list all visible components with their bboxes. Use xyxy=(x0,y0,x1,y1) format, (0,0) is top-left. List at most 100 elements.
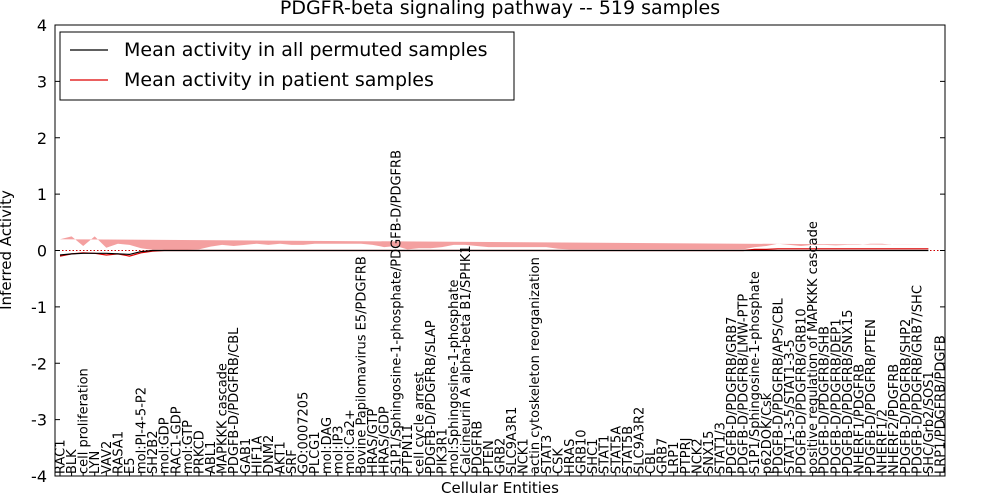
x-tick-label: AKT1 xyxy=(274,441,289,474)
x-tick-label: SLC9A3R2 xyxy=(632,407,647,474)
x-tick-label: RAC1 xyxy=(54,439,69,474)
x-tick-label: PTEN xyxy=(482,440,497,474)
x-tick-label: RASA1 xyxy=(111,431,126,474)
y-axis-label: Inferred Activity xyxy=(0,190,15,310)
x-tick-label: SHC/Grb2/SOS1 xyxy=(922,371,937,474)
y-tick-label: 2 xyxy=(37,129,47,148)
x-tick-label: BLK xyxy=(65,449,80,474)
x-tick-label: NHERF1/PDGFRB xyxy=(852,364,867,474)
y-axis-ticks: -4 -3 -2 -1 0 1 2 3 4 xyxy=(31,16,945,486)
x-tick-label: PDGFB-D/PDGFRB/CBL xyxy=(227,327,242,474)
x-tick-label: PIK3R1 xyxy=(436,428,451,474)
x-tick-label: NHERF1/2 xyxy=(876,409,891,474)
x-tick-label: mol:Sphingosine-1-phosphate xyxy=(447,280,462,474)
x-tick-label: GRB2 xyxy=(494,438,509,474)
x-tick-label: CBL xyxy=(644,448,659,474)
x-tick-label: E5 xyxy=(123,458,138,475)
x-tick-label: HRAS/GDP xyxy=(378,406,393,474)
plot-frame xyxy=(54,24,946,477)
y-tick-label: -4 xyxy=(31,467,47,486)
x-tick-label: S1P1/Sphingosine-1-phosphate xyxy=(748,271,763,474)
x-tick-label: NCK1 xyxy=(517,438,532,474)
plot-area xyxy=(55,236,945,257)
x-tick-label: actin cytoskeleton reorganization xyxy=(528,257,543,474)
x-tick-label: Calcineurin A alpha-beta B1/SPHK1 xyxy=(459,245,474,474)
x-tick-label: ABL1 xyxy=(204,441,219,474)
x-tick-label: GRB10 xyxy=(575,429,590,474)
x-tick-label: mol:IP3 xyxy=(331,425,346,474)
x-tick-label: mol:DAG xyxy=(320,417,335,474)
x-tick-label: STAT5A xyxy=(609,426,624,474)
x-tick-label: SLC9A3R1 xyxy=(505,407,520,474)
x-tick-label: GAB1 xyxy=(239,438,254,474)
x-tick-label: STAT1 xyxy=(598,435,613,474)
x-tick-label: STAT1-3-5/STAT1-3-5 xyxy=(783,339,798,474)
x-tick-label: S1P1/Sphingosine-1-phosphate/PDGFB-D/PDG… xyxy=(389,150,404,474)
x-tick-label: PTPRJ xyxy=(679,438,694,475)
y-tick-label: 0 xyxy=(37,242,47,261)
x-tick-label: SHC1 xyxy=(586,439,601,474)
x-tick-label: mol:PI-4-5-P2 xyxy=(135,387,150,474)
x-tick-label: SH2B2 xyxy=(146,431,161,475)
x-tick-label: STAT5B xyxy=(621,426,636,474)
x-tick-label: cell proliferation xyxy=(77,368,92,474)
x-tick-label: PLCG1 xyxy=(308,431,323,474)
x-tick-label: PDGFB-D/PDGFRB/SHP2 xyxy=(899,319,914,474)
x-tick-label: NCK2 xyxy=(690,438,705,474)
y-tick-label: -3 xyxy=(31,411,47,430)
x-tick-label: PDGFB-D/PDGFRB/GRB10 xyxy=(795,308,810,474)
x-tick-label: STAT1/3 xyxy=(714,422,729,474)
x-tick-label: PDGFB-D/PDGFRB/PTEN xyxy=(864,319,879,474)
x-tick-label: cell cycle arrest xyxy=(412,372,427,474)
x-tick-label: PDGFRB xyxy=(470,421,485,474)
x-tick-label: LRP1 xyxy=(667,442,682,474)
legend-box xyxy=(59,31,515,101)
x-tick-label: PDGFB-D/PDGFRB/DEP1 xyxy=(829,319,844,474)
x-tick-label: mol:Ca2+ xyxy=(343,409,358,474)
x-tick-label: LRP1/PDGFRB/PDGFB xyxy=(934,335,949,474)
series-permuted-mean-line xyxy=(59,249,929,256)
x-tick-label: PRKCD xyxy=(192,430,207,474)
y-tick-label: 3 xyxy=(37,72,47,91)
x-tick-label: SRF xyxy=(285,449,300,474)
x-tick-label: MAPKKK cascade xyxy=(216,363,231,474)
x-tick-label: p62DOK/Csk xyxy=(760,392,775,474)
x-tick-label: GRB7 xyxy=(656,438,671,474)
y-tick-label: -1 xyxy=(31,298,47,317)
x-tick-label: STAT3 xyxy=(540,435,555,474)
x-tick-label: DNM2 xyxy=(262,435,277,474)
x-tick-label: CSK xyxy=(551,448,566,474)
x-tick-label: PDGFB-D/PDGFRB/SLAP xyxy=(424,320,439,474)
x-tick-label: VAV2 xyxy=(100,441,115,474)
x-tick-label: HRAS/GTP xyxy=(366,409,381,474)
x-tick-label: SNX15 xyxy=(702,431,717,474)
chart-title: PDGFR-beta signaling pathway -- 519 samp… xyxy=(280,0,720,19)
x-tick-label: PDGFB-D/PDGFRB/LMW-PTP xyxy=(737,294,752,474)
legend-label-permuted: Mean activity in all permuted samples xyxy=(124,39,487,61)
y-tick-label: -2 xyxy=(31,354,47,373)
x-tick-label: PDGFB-D/PDGFRB/SHB xyxy=(818,326,833,474)
x-tick-label: PDGFB-D/PDGFRB/SNX15 xyxy=(841,309,856,474)
x-tick-label: PDGFB-D/PDGFRB/APS/CBL xyxy=(771,298,786,474)
x-tick-label: PTPN11 xyxy=(401,424,416,474)
x-tick-label: mol:GTP xyxy=(181,420,196,474)
x-tick-label: Bovine Papilomavirus E5/PDGFRB xyxy=(355,256,370,474)
x-tick-label: LYN xyxy=(88,451,103,474)
x-tick-label: NHERF2/PDGFRB xyxy=(887,364,902,474)
x-tick-label: HRAS xyxy=(563,439,578,474)
x-tick-label: mol:GDP xyxy=(158,417,173,474)
x-axis-label: Cellular Entities xyxy=(441,479,559,497)
y-tick-label: 1 xyxy=(37,185,47,204)
x-tick-label: PDGFB-D/PDGFRB/GRB7 xyxy=(725,317,740,474)
activity-spread-band xyxy=(60,236,929,250)
x-tick-label: PDGFB-D/PDGFRB/GRB7/SHC xyxy=(910,285,925,474)
x-tick-label: HIF1A xyxy=(250,436,265,474)
legend-label-patient: Mean activity in patient samples xyxy=(124,69,434,91)
x-tick-label: positive regulation of MAPKKK cascade xyxy=(806,221,821,474)
x-tick-label: RAC1-GDP xyxy=(169,406,184,474)
x-tick-label: GO:0007205 xyxy=(297,392,312,474)
legend: Mean activity in all permuted samples Me… xyxy=(59,31,515,101)
y-tick-label: 4 xyxy=(37,16,47,35)
